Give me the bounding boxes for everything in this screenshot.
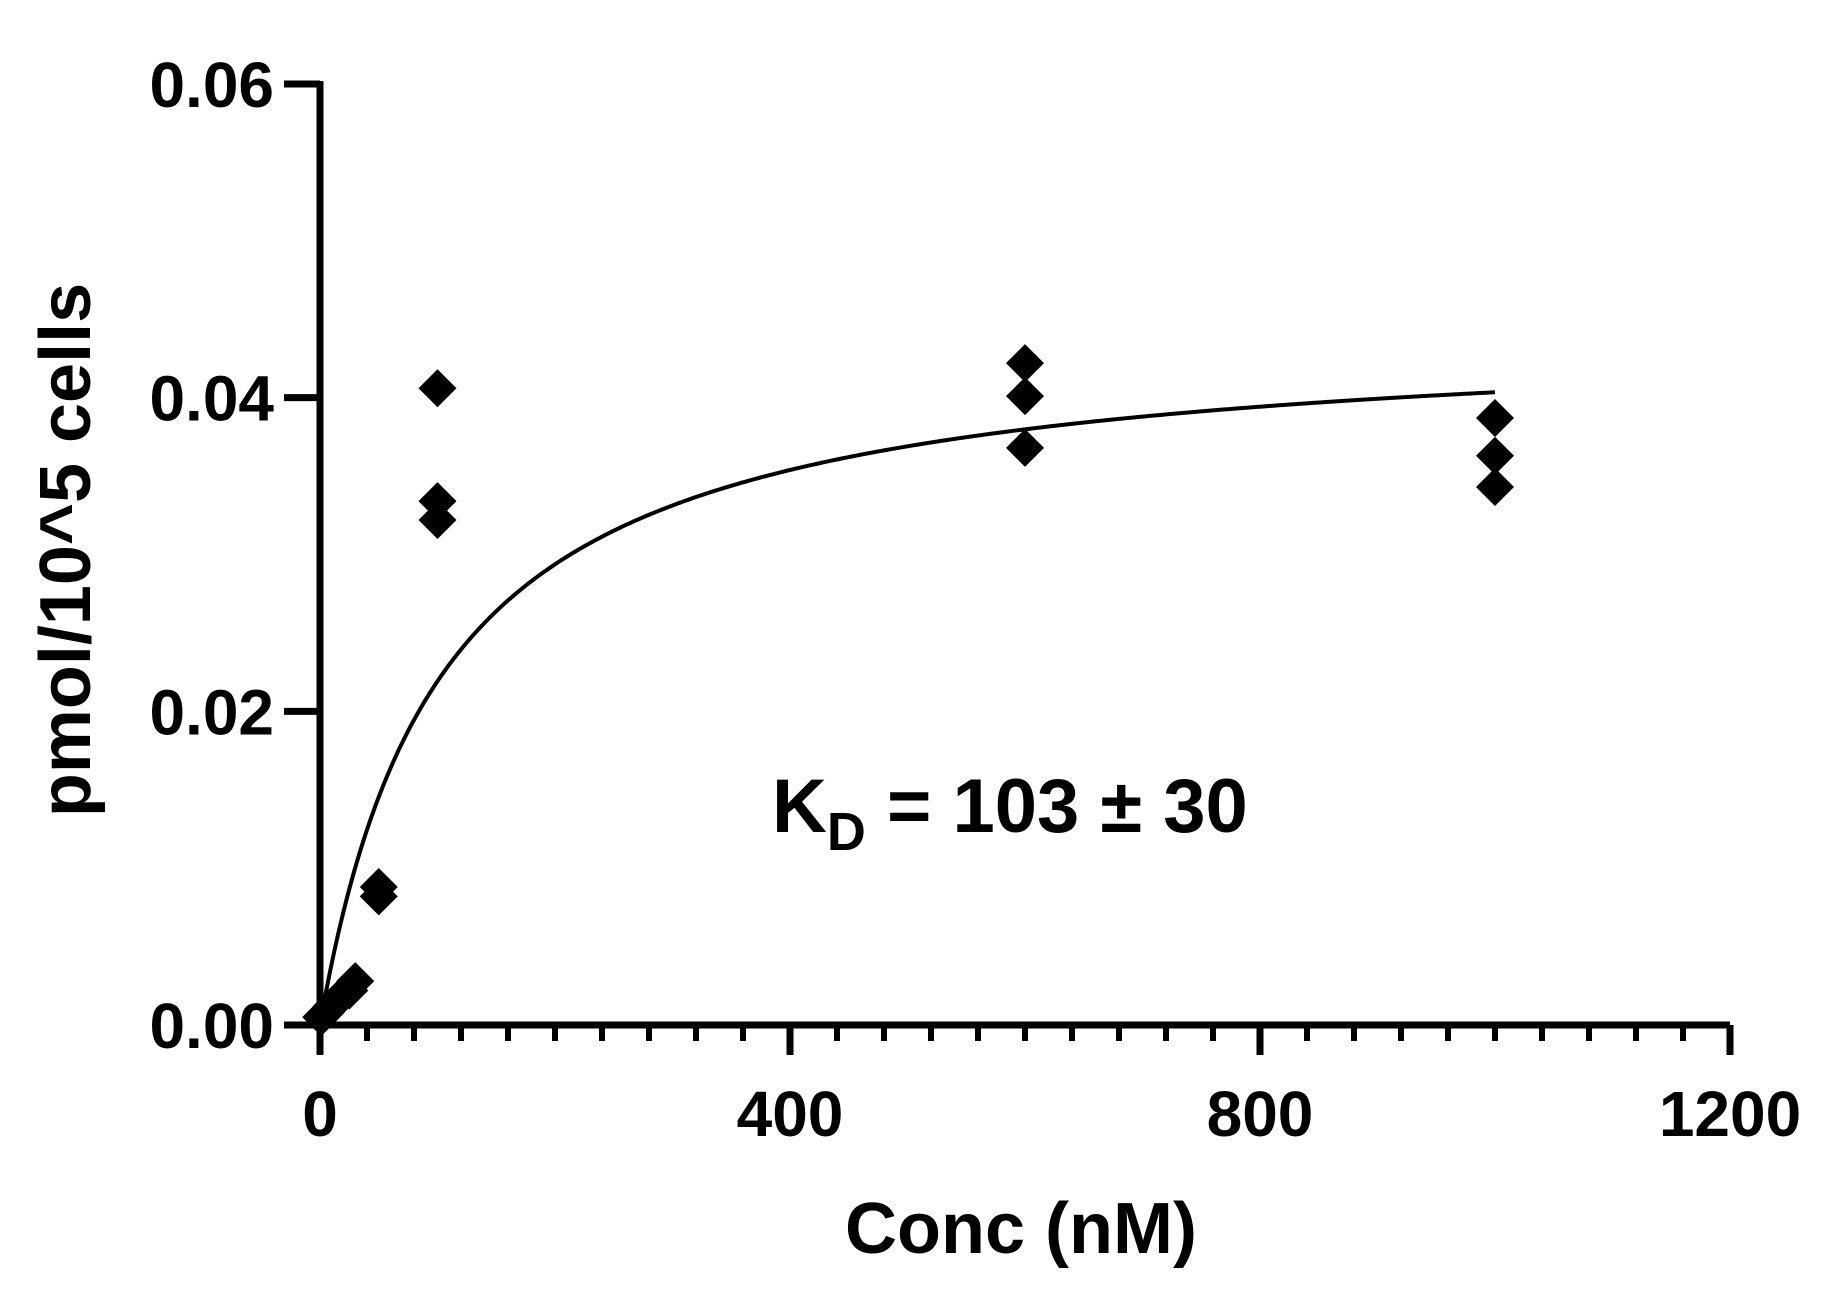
y-axis-ticks: 0.00 0.02 0.04 0.06 bbox=[149, 49, 320, 1062]
data-point bbox=[1476, 399, 1514, 438]
data-point bbox=[1476, 436, 1514, 475]
fit-curve bbox=[318, 390, 1496, 1026]
data-point bbox=[1006, 428, 1044, 467]
data-point bbox=[1006, 377, 1044, 416]
data-point bbox=[359, 867, 398, 906]
y-tick-label: 0.04 bbox=[149, 363, 274, 435]
kd-suffix: = 103 ± 30 bbox=[866, 764, 1248, 849]
data-points bbox=[302, 344, 1514, 1037]
y-tick-label: 0.06 bbox=[149, 49, 274, 121]
data-point bbox=[1476, 468, 1514, 507]
x-axis-ticks: 0 400 800 1200 bbox=[302, 1025, 1801, 1150]
data-point bbox=[418, 500, 457, 539]
axes bbox=[316, 81, 1730, 1029]
x-axis-title: Conc (nM) bbox=[845, 1189, 1197, 1269]
x-tick-label: 800 bbox=[1207, 1078, 1314, 1150]
kd-subscript: D bbox=[827, 802, 866, 862]
x-tick-label: 1200 bbox=[1659, 1078, 1801, 1150]
y-tick-label: 0.00 bbox=[149, 990, 274, 1062]
kd-annotation: KD = 103 ± 30 bbox=[772, 764, 1248, 862]
y-axis-title: pmol/10^5 cells bbox=[26, 283, 106, 817]
x-tick-label: 400 bbox=[737, 1078, 844, 1150]
data-point bbox=[336, 962, 375, 1001]
kd-prefix: K bbox=[772, 764, 827, 849]
data-point bbox=[418, 369, 457, 408]
data-point bbox=[1006, 344, 1044, 383]
x-tick-label: 0 bbox=[302, 1078, 338, 1150]
y-tick-label: 0.02 bbox=[149, 676, 274, 748]
